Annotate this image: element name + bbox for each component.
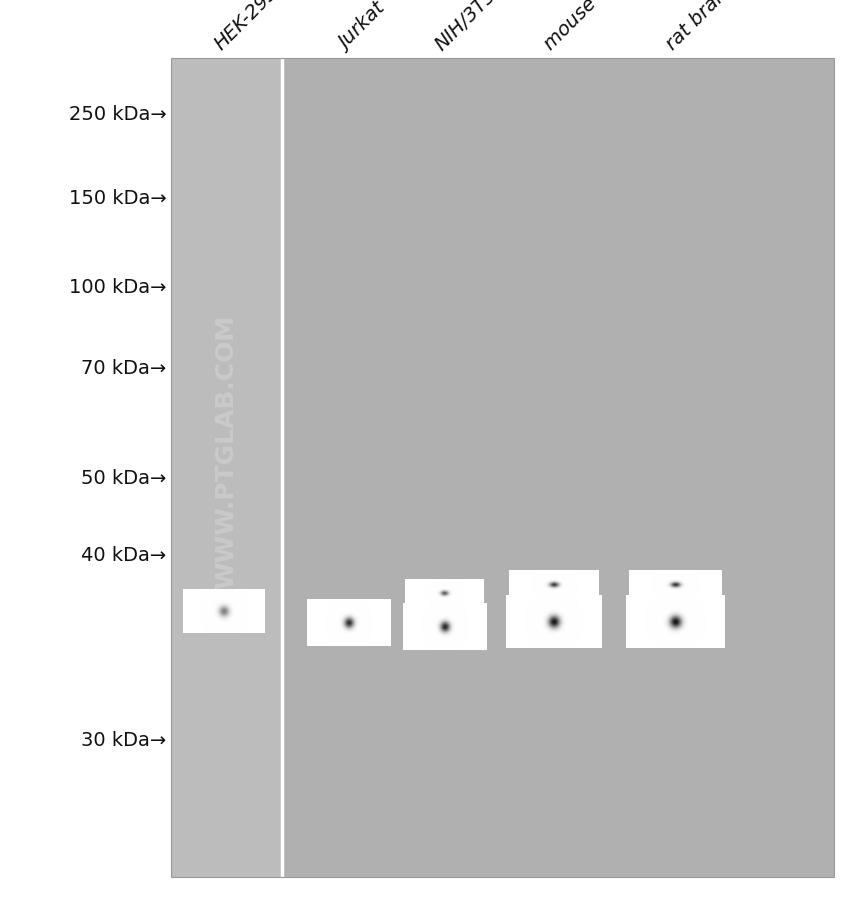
Text: 30 kDa→: 30 kDa→ xyxy=(81,730,167,750)
Text: mouse brain: mouse brain xyxy=(540,0,640,54)
Text: 40 kDa→: 40 kDa→ xyxy=(81,545,167,565)
Text: Jurkat: Jurkat xyxy=(335,0,389,54)
Text: HEK-293T: HEK-293T xyxy=(210,0,291,54)
Text: 70 kDa→: 70 kDa→ xyxy=(81,358,167,378)
Bar xyxy=(282,59,834,877)
Text: WWW.PTGLAB.COM: WWW.PTGLAB.COM xyxy=(215,314,239,588)
Text: 100 kDa→: 100 kDa→ xyxy=(69,277,167,297)
Bar xyxy=(171,59,834,877)
Text: 250 kDa→: 250 kDa→ xyxy=(69,105,167,124)
Text: 50 kDa→: 50 kDa→ xyxy=(81,468,167,488)
Text: NIH/3T3: NIH/3T3 xyxy=(431,0,500,54)
Text: 150 kDa→: 150 kDa→ xyxy=(69,189,167,208)
Bar xyxy=(171,59,282,877)
Text: rat brain: rat brain xyxy=(662,0,734,54)
